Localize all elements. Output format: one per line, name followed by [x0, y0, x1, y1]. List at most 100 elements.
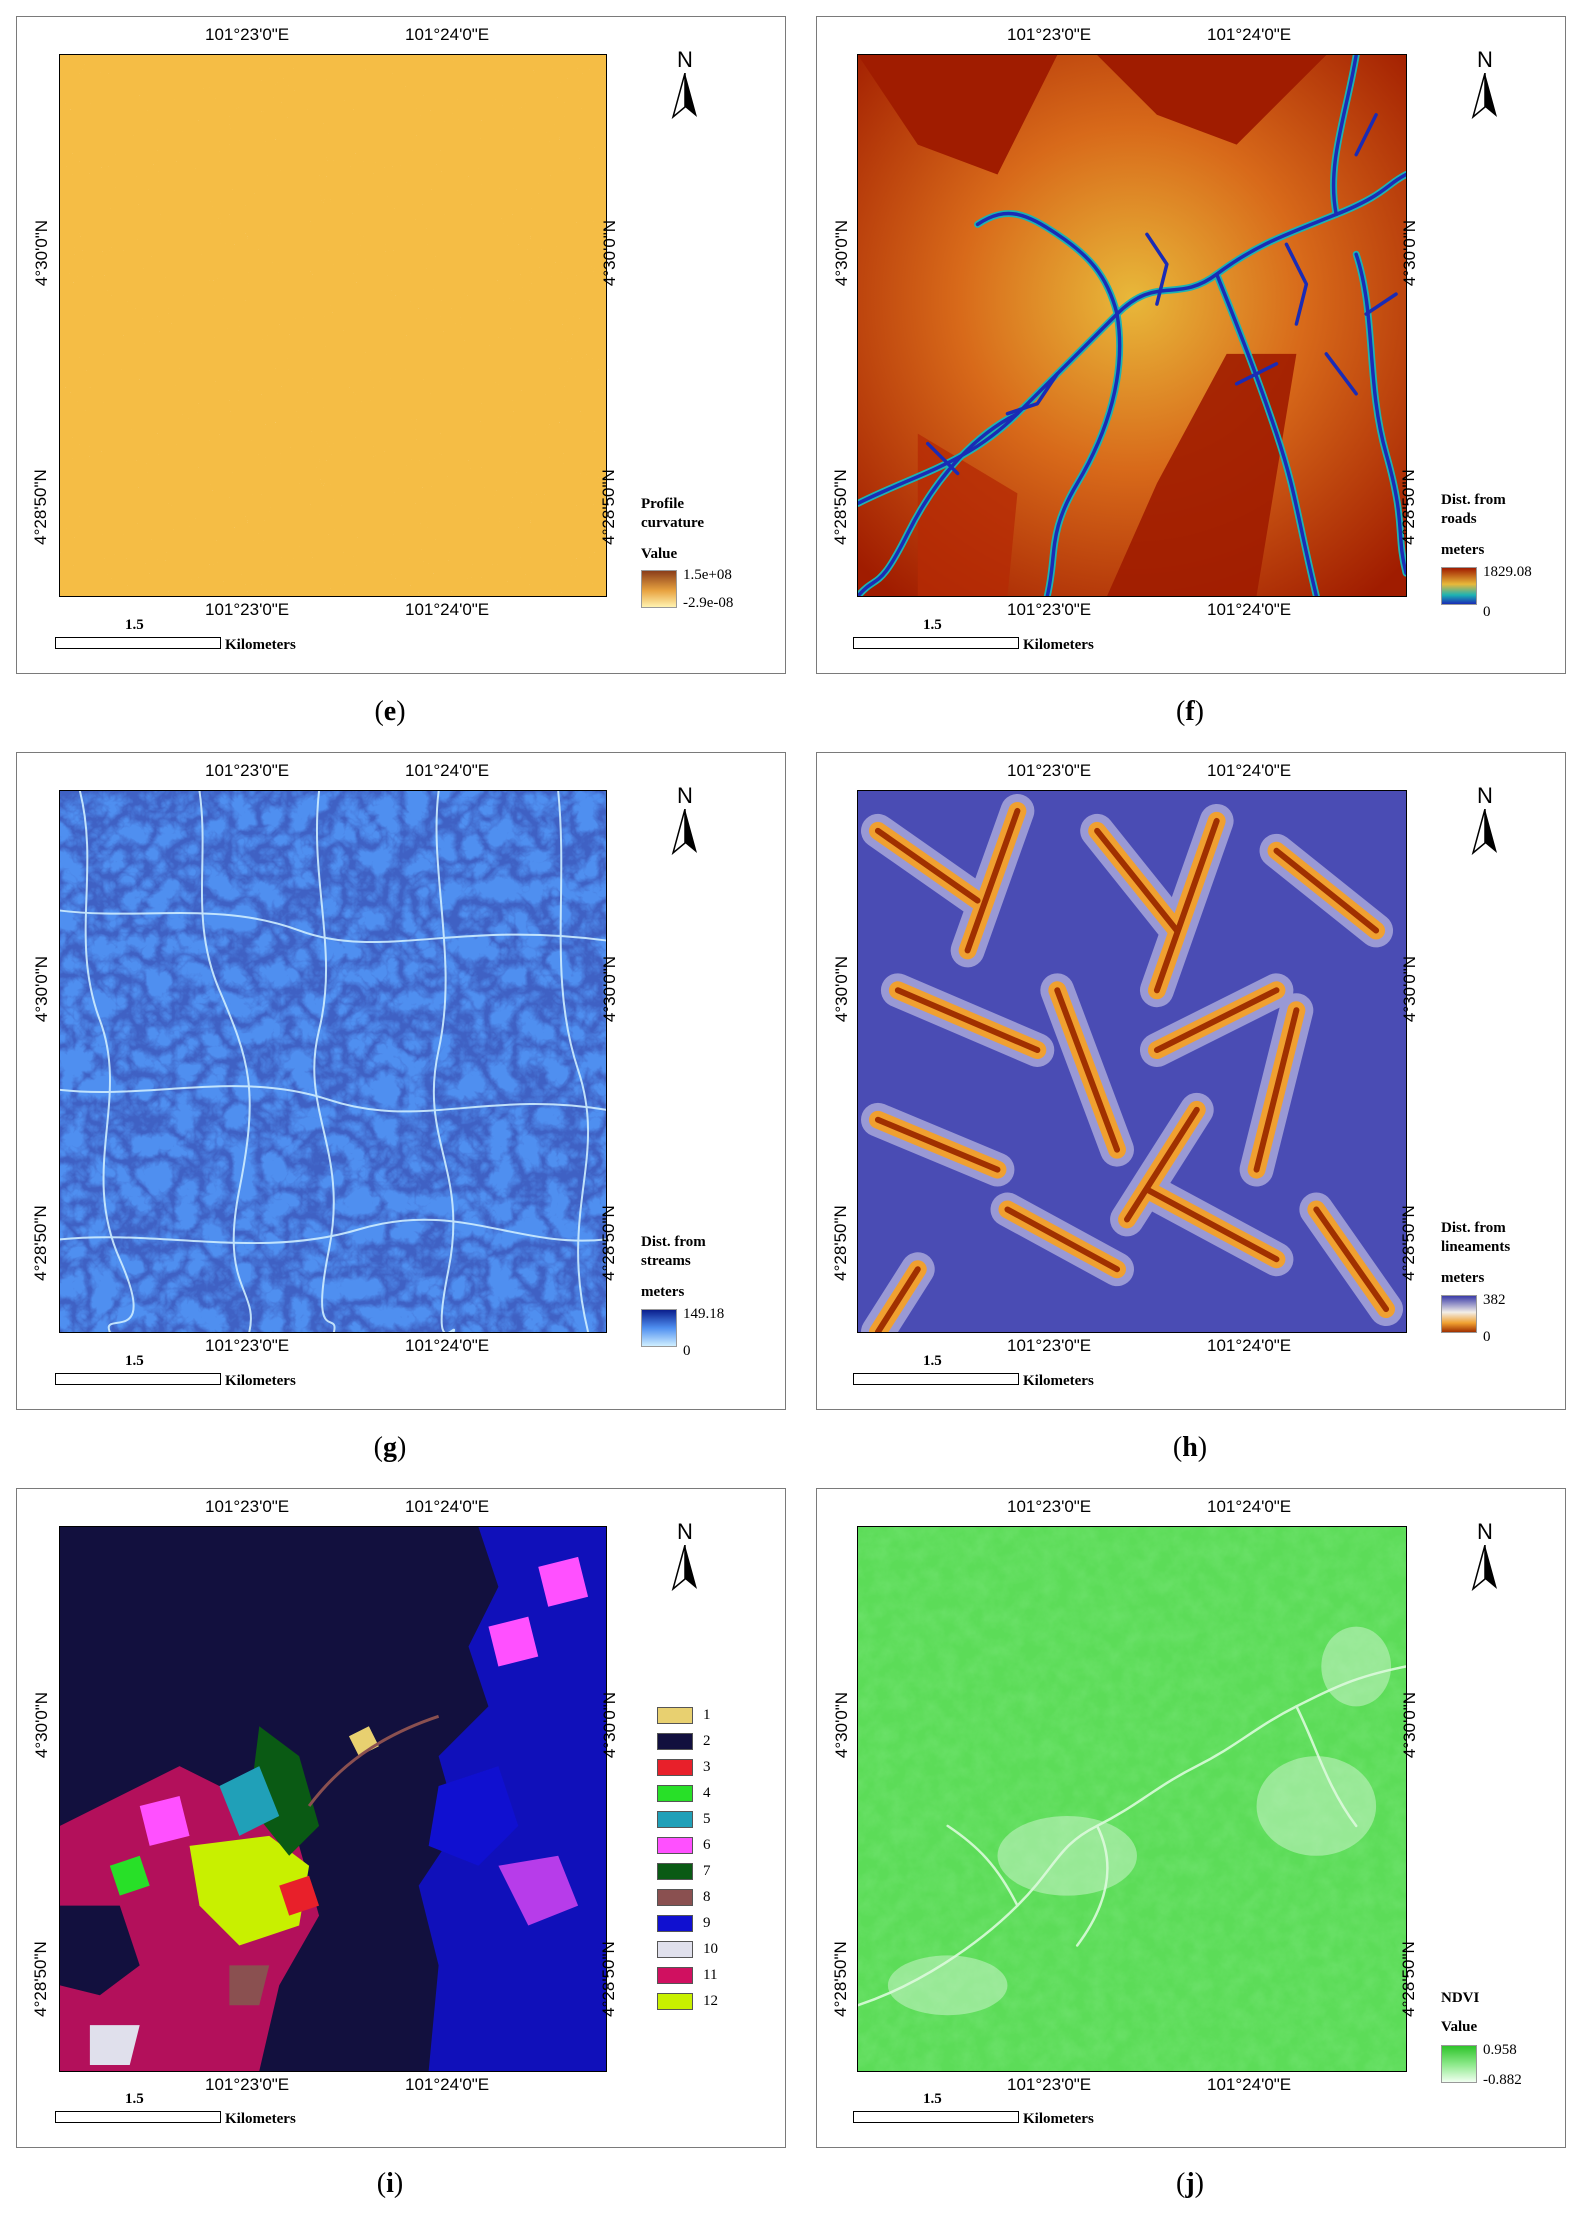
profile-curvature-map[interactable]: [59, 54, 607, 597]
scale-bar: [853, 2111, 1019, 2123]
lon-label-bottom-2: 101°24'0"E: [405, 600, 490, 619]
map-panel-i: 101°23'0"E 101°24'0"E 4°30'0"N 4°28'50"N…: [16, 1488, 786, 2148]
north-arrow: N: [665, 47, 705, 127]
north-letter: N: [677, 783, 693, 808]
scale-bar-number: 1.5: [125, 1353, 144, 1369]
north-arrow: N: [1465, 47, 1505, 127]
lon-label-top-2: 101°24'0"E: [1207, 1497, 1292, 1516]
legend-title: Profile curvature: [641, 496, 705, 531]
ndvi-map[interactable]: [857, 1526, 1407, 2072]
scale-bar-unit: Kilometers: [1023, 1373, 1094, 1389]
scale-bar: [853, 1373, 1019, 1385]
north-arrow: N: [1465, 783, 1505, 863]
legend-color-ramp: [641, 570, 677, 608]
lat-label-left-1: 4°30'0"N: [832, 219, 852, 287]
caption-j: (j): [1176, 2168, 1204, 2199]
lon-label-bottom-1: 101°23'0"E: [205, 600, 290, 619]
legend-subtitle: Value: [1441, 2019, 1478, 2035]
legend-swatch: [657, 1733, 693, 1750]
legend-subtitle: Value: [641, 546, 678, 562]
lat-label-left-1: 4°30'0"N: [832, 1691, 852, 1759]
scale-bar-unit: Kilometers: [1023, 637, 1094, 653]
legend-color-ramp: [1441, 2045, 1477, 2083]
caption-i: (i): [376, 2168, 404, 2199]
north-letter: N: [677, 47, 693, 72]
legend-class-label: 7: [703, 1863, 711, 1879]
lon-label-top-1: 101°23'0"E: [205, 25, 290, 44]
north-arrow-icon: [671, 809, 697, 855]
legend-title: Dist. from lineaments: [1441, 1220, 1511, 1255]
scale-bar-number: 1.5: [125, 617, 144, 633]
map-panel-e: 101°23'0"E 101°24'0"E 4°30'0"N 4°28'50"N…: [16, 16, 786, 674]
lat-label-left-2: 4°28'50"N: [830, 469, 850, 545]
lat-label-left-1: 4°30'0"N: [832, 955, 852, 1023]
north-letter: N: [677, 1519, 693, 1544]
legend-swatch: [657, 1967, 693, 1984]
north-arrow-icon: [671, 73, 697, 119]
lon-label-bottom-2: 101°24'0"E: [1207, 2075, 1292, 2094]
lat-label-right-1: 4°30'0"N: [1400, 219, 1420, 287]
lat-label-left-1: 4°30'0"N: [32, 219, 52, 287]
legend-title: Dist. from streams: [641, 1234, 706, 1269]
legend-subtitle: meters: [1441, 1270, 1485, 1286]
legend-class-label: 12: [703, 1993, 718, 2009]
scale-bar-unit: Kilometers: [225, 637, 296, 653]
scale-bar-number: 1.5: [923, 1353, 942, 1369]
north-letter: N: [1477, 47, 1493, 72]
lon-label-top-2: 101°24'0"E: [1207, 761, 1292, 780]
legend-class-label: 9: [703, 1915, 711, 1931]
lat-label-left-2: 4°28'50"N: [30, 469, 50, 545]
distance-from-streams-map[interactable]: [59, 790, 607, 1333]
legend-min-value: 0: [1483, 1329, 1491, 1345]
legend-swatch: [657, 1811, 693, 1828]
caption-g: (g): [373, 1432, 407, 1463]
scale-bar-number: 1.5: [923, 2091, 942, 2107]
scale-bar-unit: Kilometers: [225, 1373, 296, 1389]
north-arrow: N: [665, 783, 705, 863]
legend-class-label: 10: [703, 1941, 718, 1957]
caption-f: (f): [1176, 696, 1204, 727]
scale-bar: [55, 1373, 221, 1385]
scale-bar: [853, 637, 1019, 649]
legend-class-label: 2: [703, 1733, 711, 1749]
lon-label-bottom-1: 101°23'0"E: [205, 2075, 290, 2094]
map-panel-h: 101°23'0"E 101°24'0"E: [816, 752, 1566, 1410]
legend-max-value: 149.18: [683, 1306, 725, 1322]
legend-color-ramp: [1441, 567, 1477, 605]
legend-swatch: [657, 1863, 693, 1880]
legend-class-label: 6: [703, 1837, 711, 1853]
legend-class-label: 11: [703, 1967, 718, 1983]
lat-label-right-1: 4°30'0"N: [600, 219, 620, 287]
lat-label-left-2: 4°28'50"N: [830, 1205, 850, 1281]
distance-from-roads-map[interactable]: [857, 54, 1407, 597]
legend-subtitle: meters: [641, 1284, 685, 1300]
distance-from-lineaments-map[interactable]: [857, 790, 1407, 1333]
lon-label-top-1: 101°23'0"E: [205, 761, 290, 780]
scale-bar-unit: Kilometers: [225, 2111, 296, 2127]
legend-title: Dist. from roads: [1441, 492, 1506, 527]
lat-label-left-2: 4°28'50"N: [30, 1205, 50, 1281]
legend-max-value: 0.958: [1483, 2042, 1517, 2058]
lon-label-top-1: 101°23'0"E: [1007, 1497, 1092, 1516]
lat-label-right-2: 4°28'50"N: [1398, 1205, 1418, 1281]
north-arrow-icon: [671, 1545, 697, 1591]
land-use-map[interactable]: [59, 1526, 607, 2072]
lon-label-top-1: 101°23'0"E: [1007, 25, 1092, 44]
north-letter: N: [1477, 1519, 1493, 1544]
legend-min-value: -0.882: [1483, 2072, 1522, 2088]
north-letter: N: [1477, 783, 1493, 808]
legend-swatch: [657, 1837, 693, 1854]
lat-label-right-2: 4°28'50"N: [1398, 1941, 1418, 2017]
map-panel-g: 101°23'0"E 101°24'0"E 4°30: [16, 752, 786, 1410]
legend-min-value: -2.9e-08: [683, 595, 734, 611]
legend-subtitle: meters: [1441, 542, 1485, 558]
lat-label-right-1: 4°30'0"N: [1400, 955, 1420, 1023]
lat-label-right-2: 4°28'50"N: [598, 1941, 618, 2017]
legend-max-value: 382: [1483, 1292, 1506, 1308]
lon-label-bottom-1: 101°23'0"E: [205, 1336, 290, 1355]
caption-h: (h): [1172, 1432, 1208, 1463]
lon-label-bottom-2: 101°24'0"E: [1207, 600, 1292, 619]
scale-bar-unit: Kilometers: [1023, 2111, 1094, 2127]
lat-label-left-2: 4°28'50"N: [30, 1941, 50, 2017]
lat-label-right-1: 4°30'0"N: [1400, 1691, 1420, 1759]
